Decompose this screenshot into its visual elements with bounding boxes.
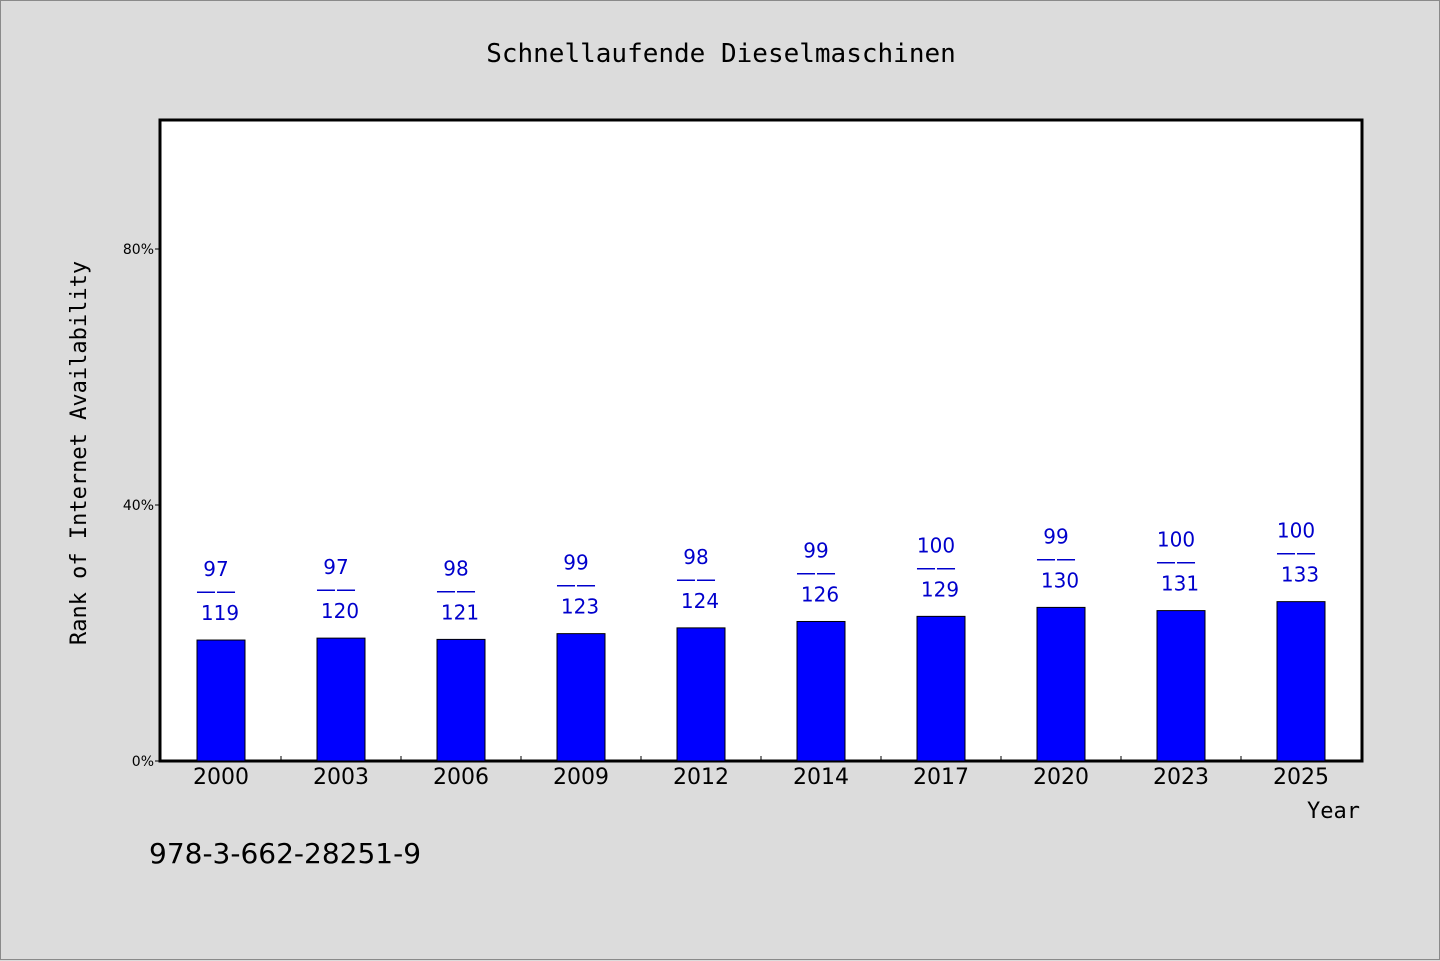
isbn-text: 978-3-662-28251-9: [149, 837, 421, 870]
data-label-top-2000: 97: [203, 557, 228, 581]
data-label-top-2012: 98: [683, 545, 708, 569]
x-tick-label-2020: 2020: [1033, 765, 1089, 790]
y-tick-label-80: 80%: [123, 242, 154, 258]
data-label-top-2014: 99: [803, 538, 828, 562]
chart-title: Schnellaufende Dieselmaschinen: [486, 39, 956, 69]
bar-2014: [796, 620, 846, 762]
bar-2025: [1276, 601, 1326, 762]
bar-2003: [316, 637, 366, 762]
bar-2009: [556, 633, 606, 762]
data-label-bottom-2009: 123: [561, 595, 599, 619]
data-labels-group: 97——11997——12098——12199——12398——12499——1…: [196, 519, 1319, 625]
data-label-top-2023: 100: [1157, 528, 1195, 552]
data-label-bottom-2012: 124: [681, 589, 719, 613]
data-label-separator-2017: ——: [916, 555, 956, 579]
x-tick-label-2025: 2025: [1273, 765, 1329, 790]
y-axis-title: Rank of Internet Availability: [67, 261, 92, 645]
data-label-separator-2020: ——: [1036, 546, 1076, 570]
data-label-top-2006: 98: [443, 556, 468, 580]
y-axis: 0% 40% 80%: [123, 242, 161, 770]
data-label-top-2009: 99: [563, 551, 588, 575]
bar-2000: [196, 639, 246, 762]
bar-2006: [436, 638, 486, 762]
data-label-bottom-2017: 129: [921, 577, 959, 601]
data-label-bottom-2020: 130: [1041, 568, 1079, 592]
y-tick-label-40: 40%: [123, 498, 154, 514]
data-label-bottom-2025: 133: [1281, 563, 1319, 587]
x-tick-label-2017: 2017: [913, 765, 969, 790]
data-label-top-2017: 100: [917, 533, 955, 557]
x-tick-label-2006: 2006: [433, 765, 489, 790]
x-tick-label-2000: 2000: [193, 765, 249, 790]
data-label-separator-2025: ——: [1276, 541, 1316, 565]
data-label-separator-2023: ——: [1156, 550, 1196, 574]
x-tick-label-2014: 2014: [793, 765, 849, 790]
x-tick-label-2012: 2012: [673, 765, 729, 790]
data-label-bottom-2023: 131: [1161, 572, 1199, 596]
y-tick-label-0: 0%: [132, 754, 154, 770]
data-label-separator-2009: ——: [556, 573, 596, 597]
data-label-separator-2000: ——: [196, 579, 236, 603]
bar-2017: [916, 615, 966, 762]
x-tick-label-2023: 2023: [1153, 765, 1209, 790]
data-label-bottom-2006: 121: [441, 600, 479, 624]
bar-2023: [1156, 610, 1206, 762]
data-label-separator-2003: ——: [316, 577, 356, 601]
data-label-bottom-2000: 119: [201, 601, 239, 625]
data-label-top-2020: 99: [1043, 524, 1068, 548]
data-label-top-2025: 100: [1277, 519, 1315, 543]
x-tick-label-2003: 2003: [313, 765, 369, 790]
bars-group: [196, 601, 1326, 762]
x-axis-title: Year: [1307, 799, 1360, 824]
data-label-top-2003: 97: [323, 555, 348, 579]
data-label-separator-2014: ——: [796, 560, 836, 584]
bar-2012: [676, 627, 726, 762]
data-label-separator-2006: ——: [436, 578, 476, 602]
data-label-bottom-2003: 120: [321, 599, 359, 623]
bar-2020: [1036, 606, 1086, 762]
x-tick-label-2009: 2009: [553, 765, 609, 790]
data-label-separator-2012: ——: [676, 567, 716, 591]
data-label-bottom-2014: 126: [801, 582, 839, 606]
x-axis: 2000 2003 2006 2009 2012 2014 2017 2020 2023 2025: [193, 756, 1329, 790]
